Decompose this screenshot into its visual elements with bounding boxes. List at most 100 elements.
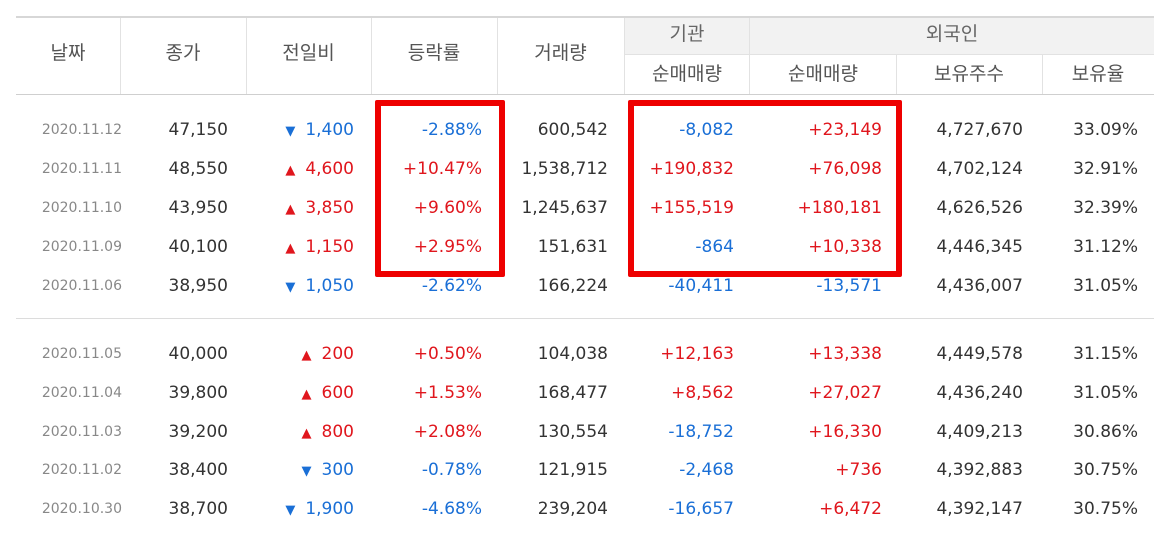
cell-institution-net: -864 <box>695 237 734 257</box>
header-foreigner-group: 외국인 <box>750 18 1154 54</box>
cell-volume: 1,245,637 <box>521 198 608 218</box>
cell-close: 39,800 <box>168 383 228 403</box>
cell-holdings: 4,446,345 <box>936 237 1023 257</box>
cell-foreigner-net: +16,330 <box>808 422 882 442</box>
cell-foreigner-net: +736 <box>835 460 882 480</box>
header-divider <box>497 18 498 94</box>
table-row: 2020.11.10 43,950 ▲ 3,850 +9.60% 1,245,63… <box>16 189 1154 227</box>
cell-holding-ratio: 31.05% <box>1073 276 1138 296</box>
cell-holding-ratio: 31.12% <box>1073 237 1138 257</box>
cell-volume: 130,554 <box>537 422 608 442</box>
table-row: 2020.11.12 47,150 ▼ 1,400 -2.88% 600,542 … <box>16 111 1154 149</box>
cell-rate: -2.88% <box>421 120 482 140</box>
header-foreigner-net: 순매매량 <box>788 63 858 85</box>
header-institution-net: 순매매량 <box>652 63 722 85</box>
header-divider <box>896 55 897 94</box>
cell-holdings: 4,392,147 <box>936 499 1023 519</box>
cell-rate: +10.47% <box>402 159 482 179</box>
cell-volume: 121,915 <box>537 460 608 480</box>
cell-foreigner-net: +27,027 <box>808 383 882 403</box>
change-value: 4,600 <box>305 159 354 179</box>
cell-holding-ratio: 33.09% <box>1073 120 1138 140</box>
cell-change: ▲ 600 <box>262 374 354 412</box>
cell-rate: +1.53% <box>413 383 482 403</box>
header-divider <box>749 18 750 94</box>
cell-holding-ratio: 30.75% <box>1073 499 1138 519</box>
cell-institution-net: -16,657 <box>668 499 734 519</box>
cell-date: 2020.11.10 <box>41 200 122 216</box>
cell-rate: +2.08% <box>413 422 482 442</box>
cell-holding-ratio: 32.91% <box>1073 159 1138 179</box>
cell-holding-ratio: 30.75% <box>1073 460 1138 480</box>
table-row: 2020.11.11 48,550 ▲ 4,600 +10.47% 1,538,7… <box>16 150 1154 188</box>
cell-institution-net: -8,082 <box>679 120 734 140</box>
cell-holdings: 4,449,578 <box>936 344 1023 364</box>
header-change: 전일비 <box>282 42 335 64</box>
cell-close: 39,200 <box>168 422 228 442</box>
header-date: 날짜 <box>50 42 86 64</box>
cell-date: 2020.10.30 <box>41 501 122 517</box>
header-foreigner-ratio: 보유율 <box>1071 63 1125 85</box>
group-separator <box>16 318 1154 319</box>
change-value: 800 <box>321 422 354 442</box>
cell-change: ▲ 4,600 <box>262 150 354 188</box>
header-close: 종가 <box>165 42 201 64</box>
up-arrow-icon: ▲ <box>301 426 312 441</box>
up-arrow-icon: ▲ <box>285 163 296 178</box>
cell-change: ▼ 1,050 <box>262 267 354 305</box>
change-value: 3,850 <box>305 198 354 218</box>
up-arrow-icon: ▲ <box>301 387 312 402</box>
header-divider <box>624 18 625 94</box>
header-top-border <box>16 16 1154 18</box>
cell-foreigner-net: +6,472 <box>819 499 882 519</box>
cell-foreigner-net: -13,571 <box>816 276 882 296</box>
header-divider <box>120 18 121 94</box>
cell-volume: 1,538,712 <box>521 159 608 179</box>
cell-institution-net: -18,752 <box>668 422 734 442</box>
cell-change: ▼ 1,400 <box>262 111 354 149</box>
cell-rate: -4.68% <box>421 499 482 519</box>
header-divider <box>625 54 1154 55</box>
cell-rate: +9.60% <box>413 198 482 218</box>
cell-close: 43,950 <box>168 198 228 218</box>
cell-close: 38,700 <box>168 499 228 519</box>
up-arrow-icon: ▲ <box>301 348 312 363</box>
cell-volume: 239,204 <box>537 499 608 519</box>
cell-holding-ratio: 30.86% <box>1073 422 1138 442</box>
cell-institution-net: -2,468 <box>679 460 734 480</box>
cell-volume: 151,631 <box>537 237 608 257</box>
cell-change: ▼ 300 <box>262 451 354 489</box>
header-divider <box>246 18 247 94</box>
table-row: 2020.10.30 38,700 ▼ 1,900 -4.68% 239,204 … <box>16 490 1154 528</box>
cell-close: 38,400 <box>168 460 228 480</box>
cell-rate: +2.95% <box>413 237 482 257</box>
cell-close: 48,550 <box>168 159 228 179</box>
up-arrow-icon: ▲ <box>285 202 296 217</box>
cell-holdings: 4,626,526 <box>936 198 1023 218</box>
change-value: 1,050 <box>305 276 354 296</box>
cell-date: 2020.11.04 <box>41 385 122 401</box>
cell-holding-ratio: 32.39% <box>1073 198 1138 218</box>
cell-foreigner-net: +180,181 <box>797 198 882 218</box>
cell-volume: 104,038 <box>537 344 608 364</box>
table-row: 2020.11.05 40,000 ▲ 200 +0.50% 104,038 +1… <box>16 335 1154 373</box>
cell-institution-net: +8,562 <box>671 383 734 403</box>
table-row: 2020.11.04 39,800 ▲ 600 +1.53% 168,477 +8… <box>16 374 1154 412</box>
up-arrow-icon: ▲ <box>285 241 296 256</box>
cell-holdings: 4,436,240 <box>936 383 1023 403</box>
cell-institution-net: +155,519 <box>649 198 734 218</box>
cell-change: ▲ 1,150 <box>262 228 354 266</box>
cell-holdings: 4,702,124 <box>936 159 1023 179</box>
cell-date: 2020.11.02 <box>41 462 122 478</box>
cell-volume: 168,477 <box>537 383 608 403</box>
cell-rate: +0.50% <box>413 344 482 364</box>
cell-close: 40,000 <box>168 344 228 364</box>
change-value: 200 <box>321 344 354 364</box>
change-value: 600 <box>321 383 354 403</box>
down-arrow-icon: ▼ <box>285 280 296 295</box>
table-header: 날짜 종가 전일비 등락률 거래량 기관 외국인 순매매량 순매매량 보유주수 … <box>16 16 1154 96</box>
cell-change: ▲ 3,850 <box>262 189 354 227</box>
cell-holdings: 4,436,007 <box>936 276 1023 296</box>
cell-holding-ratio: 31.05% <box>1073 383 1138 403</box>
cell-institution-net: +190,832 <box>649 159 734 179</box>
